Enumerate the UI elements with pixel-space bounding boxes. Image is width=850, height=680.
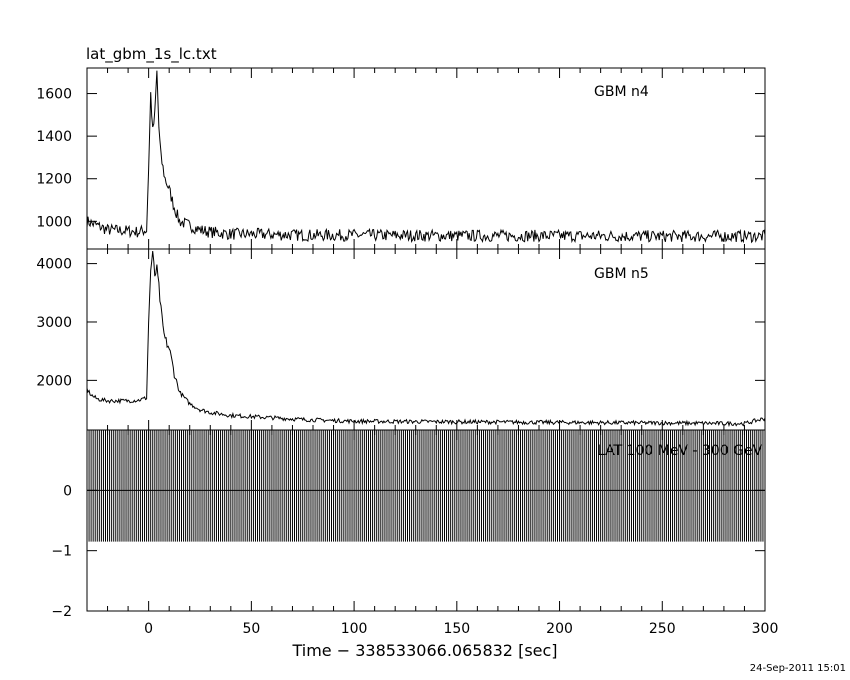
x-tick-label: 0: [144, 621, 153, 637]
y-tick-label: −2: [51, 604, 72, 620]
y-tick-label: 4000: [36, 257, 72, 273]
series-line: [86, 250, 766, 428]
series-line: [86, 70, 766, 244]
x-tick-label: 200: [546, 621, 573, 637]
y-tick-label: −1: [51, 544, 72, 560]
footer-timestamp: 24-Sep-2011 15:01: [750, 663, 846, 674]
y-tick-label: 1200: [36, 172, 72, 188]
y-tick-label: 1400: [36, 129, 72, 145]
x-axis-label: Time − 338533066.065832 [sec]: [291, 641, 557, 660]
x-tick-label: 150: [443, 621, 470, 637]
y-tick-label: 3000: [36, 315, 72, 331]
panel-label-gbm-n5: GBM n5: [594, 266, 649, 282]
panel-frame: [86, 67, 766, 250]
figure-title: lat_gbm_1s_lc.txt: [86, 45, 217, 64]
y-tick-label: 2000: [36, 373, 72, 389]
x-tick-label: 300: [752, 621, 779, 637]
panel-label-gbm-n4: GBM n4: [594, 84, 649, 100]
panel-label-lat: LAT 100 MeV - 300 GeV: [597, 443, 763, 459]
x-tick-label: 250: [649, 621, 676, 637]
plot-marks: [86, 70, 766, 542]
x-tick-label: 100: [341, 621, 368, 637]
y-tick-label: 1000: [36, 214, 72, 230]
x-tick-label: 50: [242, 621, 260, 637]
axis-ticks: [86, 68, 766, 612]
y-tick-label: 1600: [36, 87, 72, 103]
y-tick-label: 0: [63, 483, 72, 499]
axis-labels: 1000 1200 1400 1600 2000 3000 4000 −2 −1 0 0 50 100 1…: [36, 87, 778, 637]
